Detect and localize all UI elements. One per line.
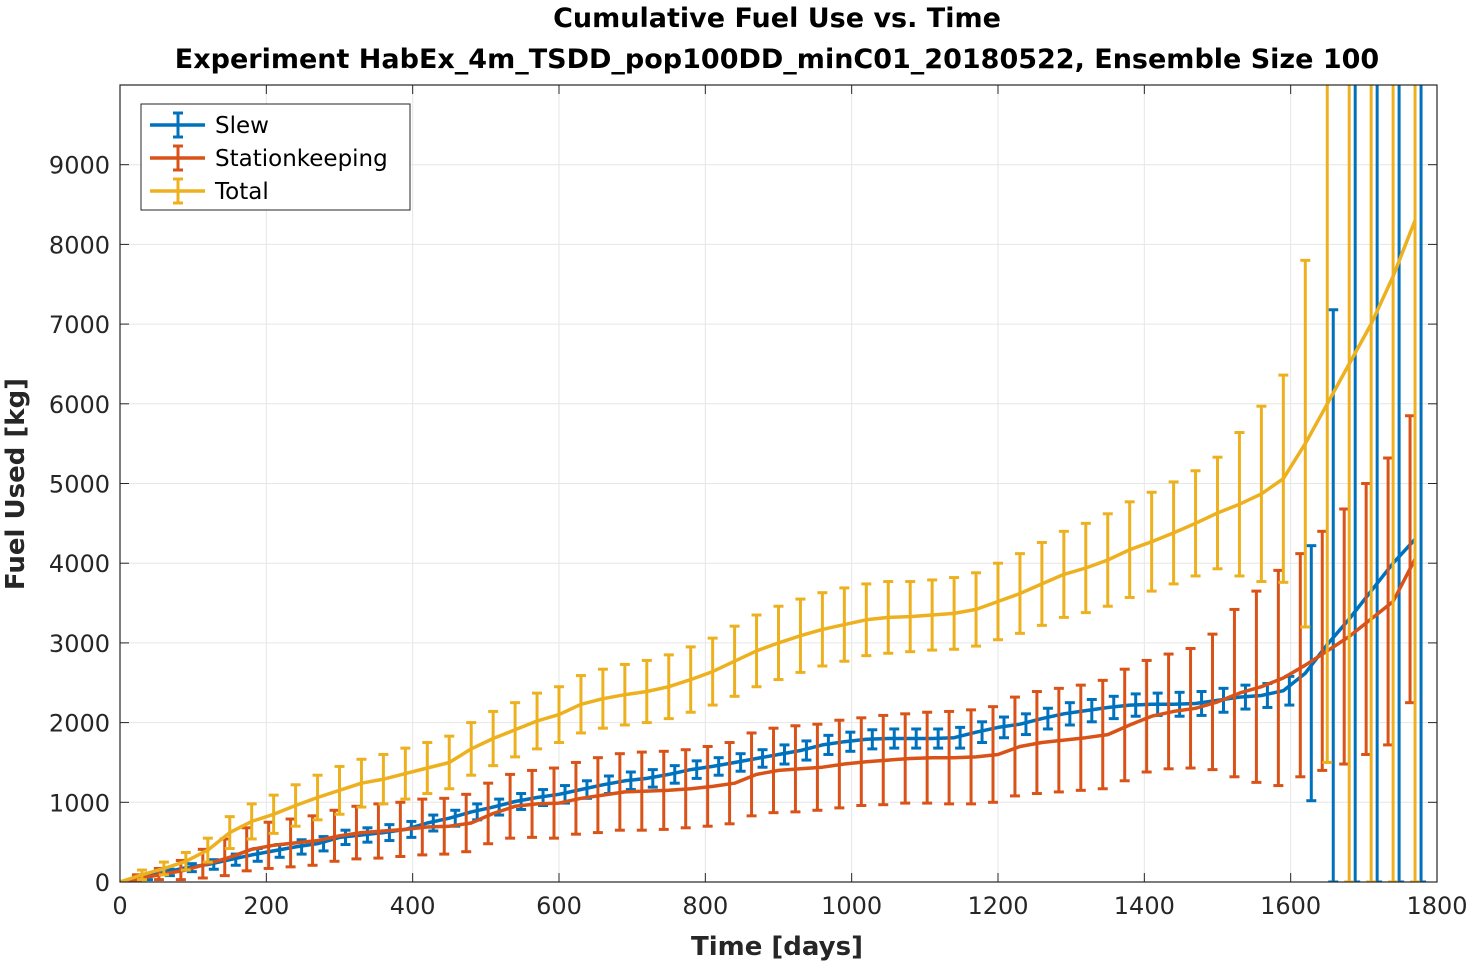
error-bar — [1361, 482, 1372, 756]
x-tick-label: 1200 — [967, 892, 1028, 920]
error-bar — [1366, 85, 1377, 882]
x-tick-label: 800 — [682, 892, 728, 920]
error-bar — [1372, 85, 1383, 882]
y-tick-label: 5000 — [49, 471, 110, 499]
chart-title: Cumulative Fuel Use vs. Time — [553, 3, 1001, 34]
x-tick-label: 1000 — [821, 892, 882, 920]
error-bar — [1229, 607, 1240, 779]
series-layer — [120, 85, 1427, 882]
series-line — [120, 219, 1417, 882]
error-bar — [1317, 529, 1328, 772]
error-bar — [746, 731, 757, 818]
y-tick-label: 7000 — [49, 311, 110, 339]
series-total — [120, 85, 1421, 882]
legend-item: Slew — [150, 111, 269, 139]
error-bar — [1273, 568, 1284, 788]
y-tick-label: 6000 — [49, 391, 110, 419]
x-tick-label: 1400 — [1114, 892, 1175, 920]
y-tick-label: 2000 — [49, 710, 110, 738]
y-tick-label: 9000 — [49, 152, 110, 180]
x-axis-ticks: 0 200 400 600 800 1000 1200 1400 1600 1800 — [112, 85, 1468, 920]
y-tick-label: 8000 — [49, 231, 110, 259]
error-bar — [1394, 85, 1405, 882]
x-tick-label: 400 — [390, 892, 436, 920]
error-bar — [1339, 507, 1350, 766]
y-axis-ticks: 0 1000 2000 3000 4000 5000 6000 7000 8000 9000 — [49, 152, 1437, 897]
error-bar — [1306, 544, 1317, 803]
y-tick-label: 1000 — [49, 789, 110, 817]
legend-label: Stationkeeping — [215, 146, 388, 172]
error-bar — [483, 781, 494, 846]
x-tick-label: 1800 — [1406, 892, 1467, 920]
error-bar — [1344, 85, 1355, 882]
series-stationkeeping — [120, 414, 1417, 882]
legend-label: Slew — [215, 113, 269, 139]
x-tick-label: 200 — [243, 892, 289, 920]
error-bar — [1141, 658, 1152, 774]
error-bar — [1350, 85, 1361, 882]
plot-frame — [119, 84, 1438, 883]
x-tick-label: 0 — [112, 892, 127, 920]
error-bar — [1405, 414, 1416, 705]
legend-item: Total — [150, 177, 269, 205]
x-tick-label: 1600 — [1260, 892, 1321, 920]
legend-item: Stationkeeping — [150, 144, 388, 172]
error-bar — [1383, 456, 1394, 747]
series-line — [120, 558, 1417, 882]
y-tick-label: 3000 — [49, 630, 110, 658]
error-bar — [1295, 552, 1306, 779]
x-tick-label: 600 — [536, 892, 582, 920]
error-bar — [1119, 667, 1130, 783]
y-tick-label: 4000 — [49, 550, 110, 578]
error-bar — [1410, 85, 1421, 882]
y-axis-label: Fuel Used [kg] — [1, 378, 31, 590]
error-bar — [1416, 85, 1427, 882]
legend-label: Total — [214, 179, 269, 205]
error-bar — [1328, 308, 1339, 882]
legend: Slew Stationkeeping Total — [140, 103, 411, 211]
y-tick-label: 0 — [95, 869, 110, 897]
chart-subtitle: Experiment HabEx_4m_TSDD_pop100DD_minC01… — [175, 44, 1379, 75]
x-axis-label: Time [days] — [691, 932, 863, 962]
error-bar — [1388, 85, 1399, 882]
